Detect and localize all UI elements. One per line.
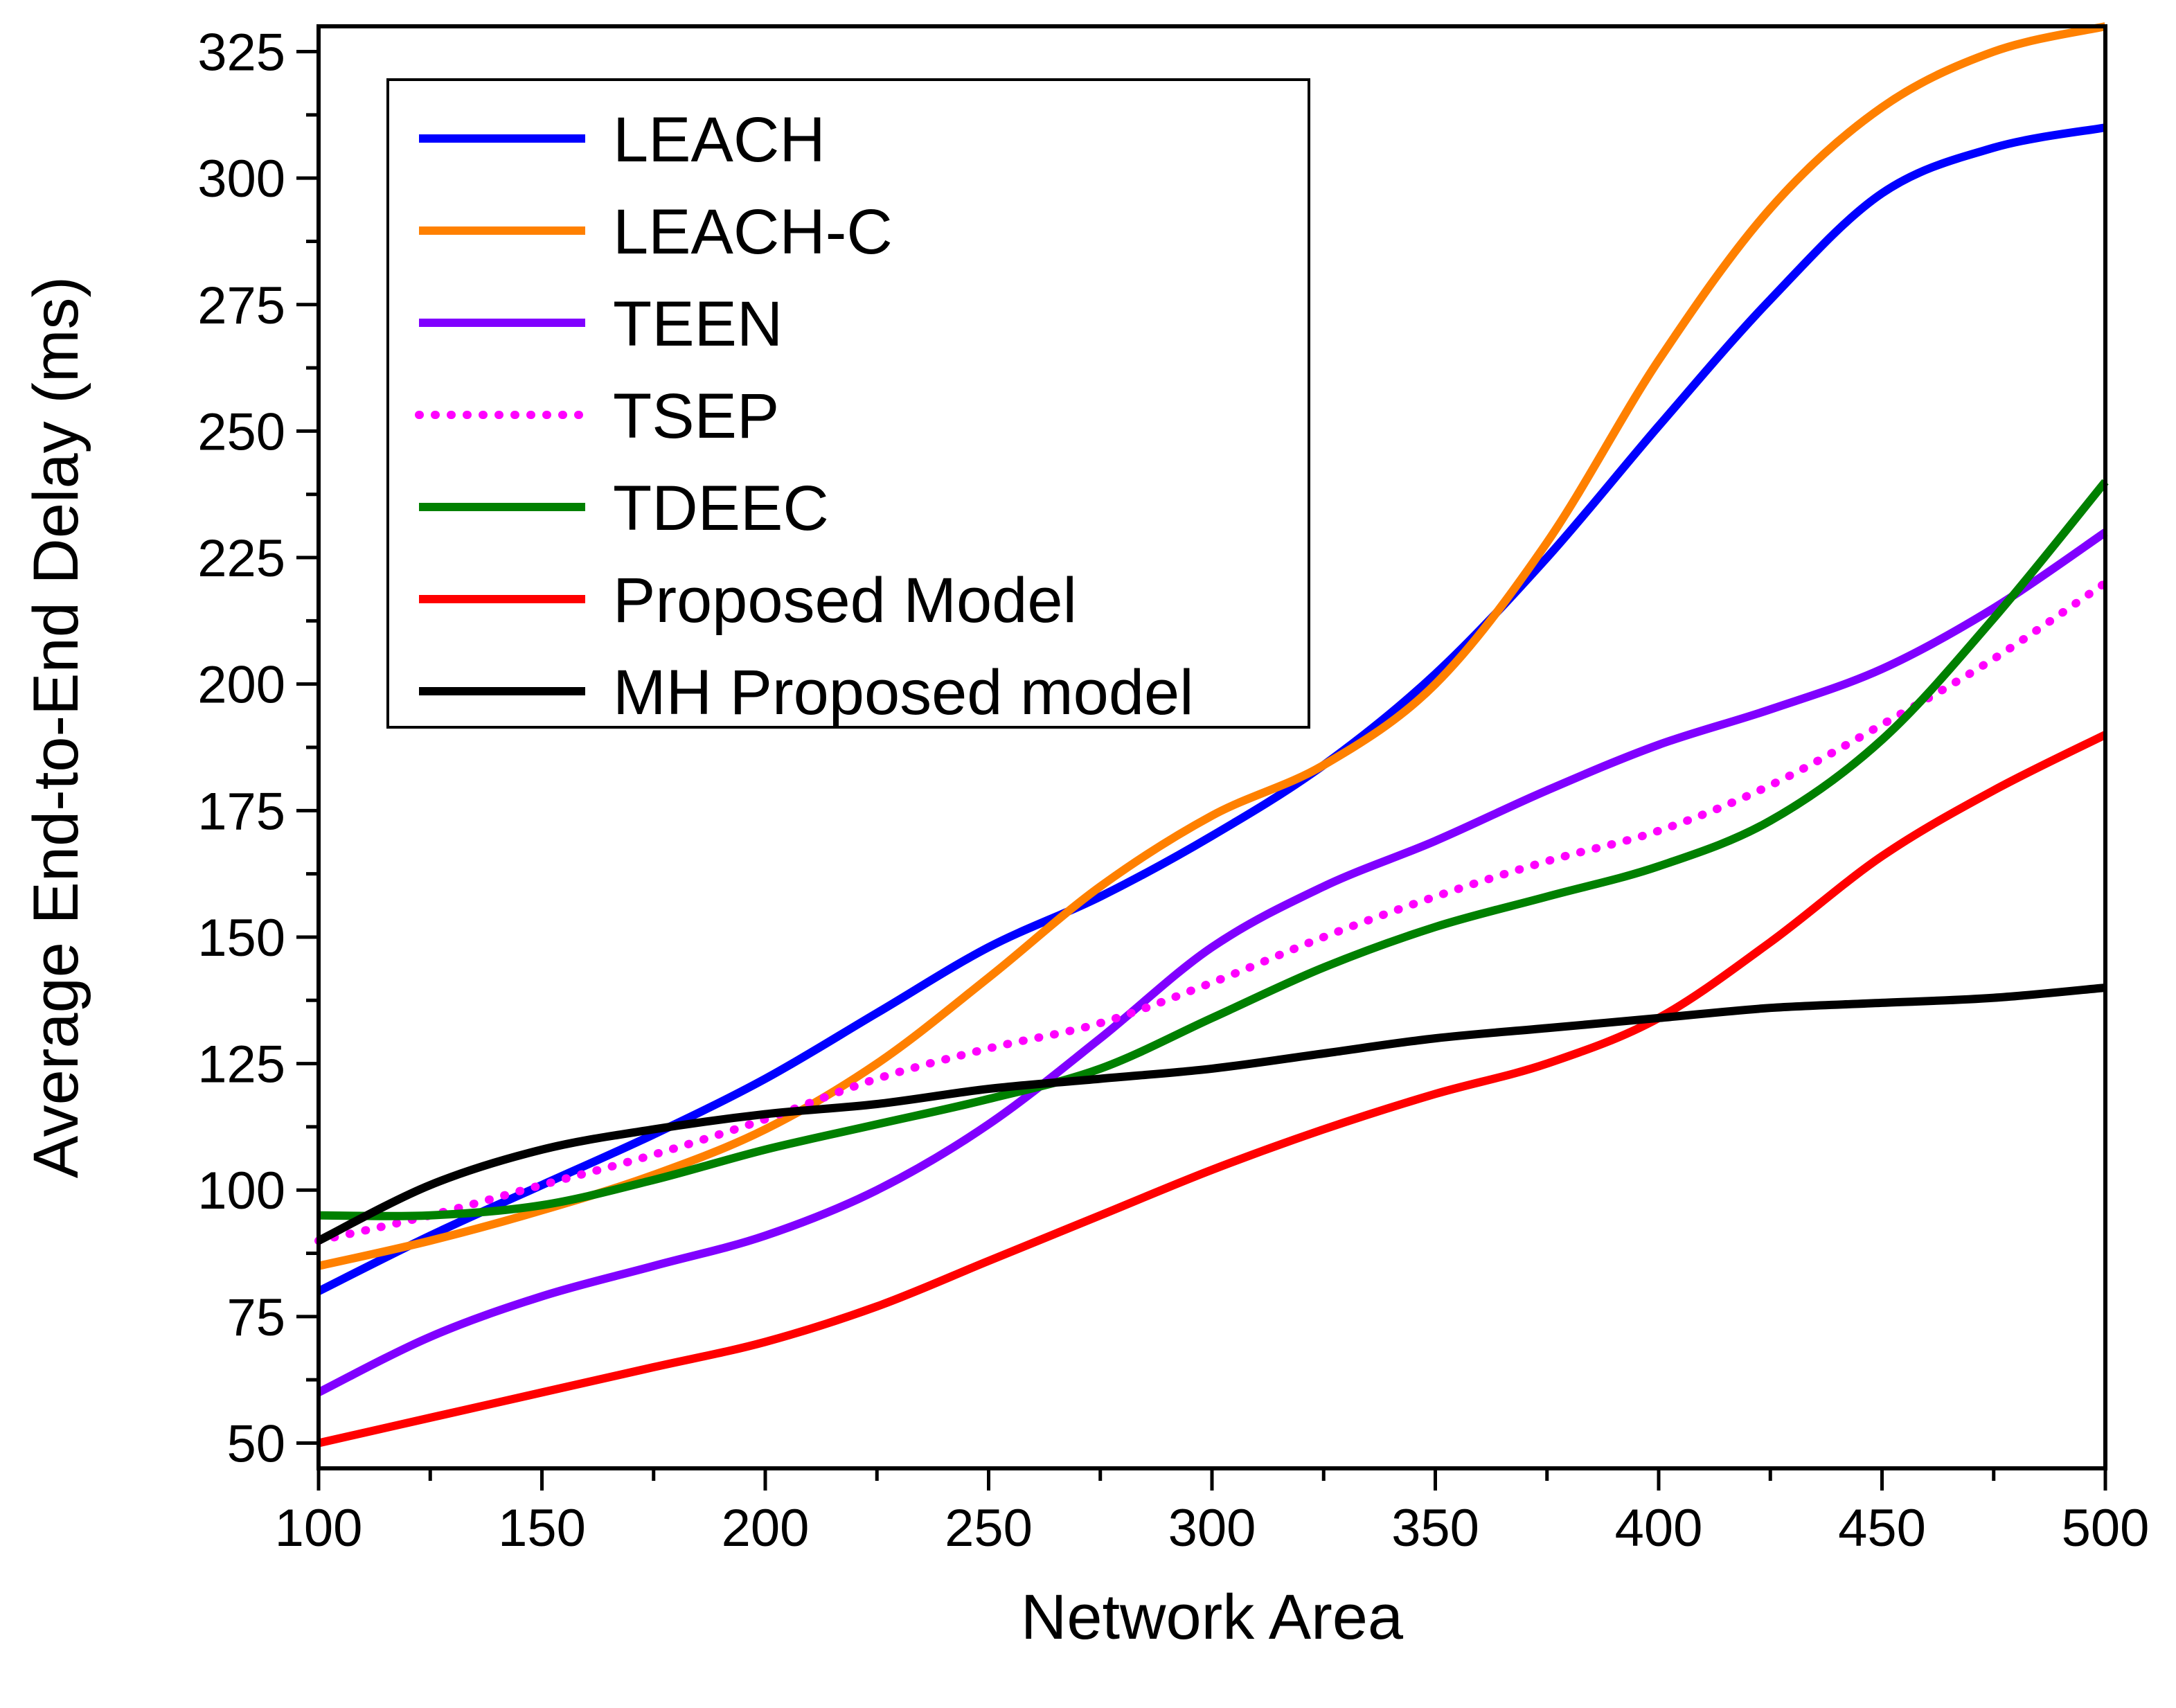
series-line-leach-c	[317, 22, 2107, 1270]
y-tick-label: 75	[226, 1288, 285, 1347]
legend: LEACH LEACH-C TEEN TSEP TDEEC Proposed Model M…	[386, 78, 1310, 729]
x-tick-label: 350	[1391, 1499, 1479, 1558]
y-axis: 50 75 100 125 150 175 200 225 250 275 300 325	[197, 24, 319, 1473]
legend-box	[386, 78, 1310, 729]
legend-label-tdeec: TDEEC	[613, 473, 829, 544]
y-tick-label: 125	[197, 1035, 285, 1094]
legend-label-tsep: TSEP	[613, 381, 779, 452]
x-tick-label: 400	[1615, 1499, 1703, 1558]
y-tick-label: 325	[197, 24, 285, 82]
legend-label-proposed-model: Proposed Model	[613, 565, 1077, 636]
y-tick-label: 175	[197, 782, 285, 841]
series-line-teen	[316, 528, 2108, 1396]
series-line-mh-proposed-model	[316, 984, 2106, 1245]
series-line-tdeec	[318, 479, 2109, 1220]
series-line-tsep	[314, 578, 2110, 1245]
y-tick-label: 100	[197, 1162, 285, 1220]
x-tick-label: 200	[722, 1499, 810, 1558]
legend-label-teen: TEEN	[613, 289, 783, 359]
y-tick-label: 225	[197, 529, 285, 588]
y-tick-label: 300	[197, 150, 285, 208]
y-tick-label: 150	[197, 909, 285, 968]
x-axis-title: Network Area	[1021, 1582, 1404, 1653]
x-tick-label: 100	[275, 1499, 363, 1558]
y-tick-label: 200	[197, 656, 285, 715]
x-tick-label: 300	[1168, 1499, 1256, 1558]
legend-label-leach: LEACH	[613, 105, 826, 175]
x-tick-label: 500	[2062, 1499, 2150, 1558]
legend-label-mh-proposed-model: MH Proposed model	[613, 657, 1194, 728]
y-tick-label: 275	[197, 276, 285, 335]
y-tick-label: 250	[197, 402, 285, 461]
series-line-leach	[316, 123, 2107, 1295]
series-line-proposed-model	[317, 731, 2107, 1448]
y-tick-label: 50	[226, 1414, 285, 1473]
series-layer	[314, 22, 2110, 1448]
legend-label-leach-c: LEACH-C	[613, 197, 893, 267]
x-tick-label: 150	[498, 1499, 586, 1558]
x-axis: 100 150 200 250 300 350 400 450 500	[275, 1468, 2150, 1558]
x-tick-label: 450	[1838, 1499, 1926, 1558]
x-tick-label: 250	[945, 1499, 1033, 1558]
y-axis-title: Average End-to-End Delay (ms)	[21, 276, 91, 1178]
